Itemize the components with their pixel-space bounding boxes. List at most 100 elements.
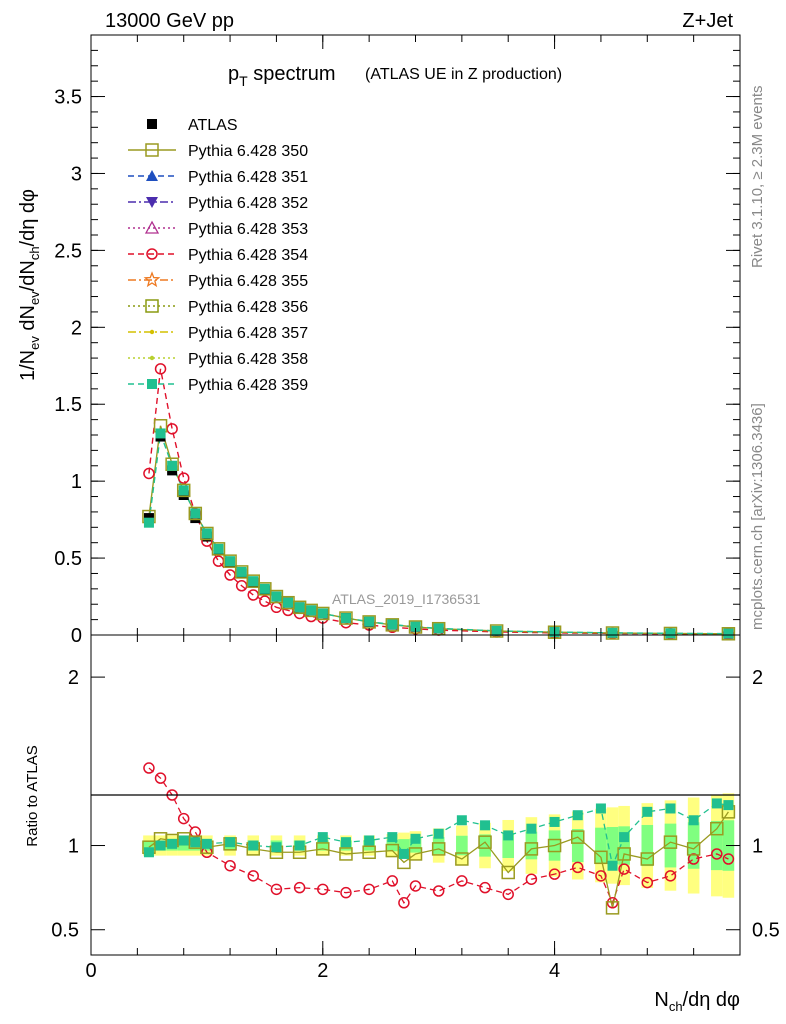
ratio-series-line (148, 767, 729, 905)
x-tick-label: 4 (549, 960, 560, 982)
main-data-point (387, 619, 398, 630)
ratio-data-point (525, 873, 538, 885)
ratio-data-point (526, 823, 537, 834)
ratio-data-point (686, 842, 701, 856)
ratio-data-point (317, 883, 329, 896)
ratio-data-point (340, 886, 352, 899)
main-data-point (188, 506, 203, 521)
ratio-data-point (247, 870, 259, 882)
title-main: p (228, 63, 239, 85)
ratio-data-point (293, 881, 306, 894)
main-data-point (178, 485, 189, 496)
main-data-point (721, 627, 736, 641)
ratio-data-point (711, 848, 723, 860)
chart-marks (142, 363, 736, 915)
ratio-data-point (431, 842, 446, 856)
ratio-data-point (271, 842, 282, 853)
legend-entry: Pythia 6.428 352 (128, 195, 308, 212)
ratio-inner-band (398, 839, 410, 852)
legend-entry: Pythia 6.428 353 (128, 220, 308, 238)
legend-entry: Pythia 6.428 355 (128, 271, 308, 290)
main-data-point (234, 565, 249, 579)
x-axis-label: Nch/dη dφ (654, 989, 740, 1014)
legend-label: Pythia 6.428 351 (188, 169, 308, 186)
main-data-point (143, 467, 155, 480)
ratio-data-point (398, 848, 409, 859)
legend-entry: Pythia 6.428 359 (128, 377, 308, 394)
main-data-point (340, 613, 351, 624)
ratio-y-tick-label: 0.5 (51, 920, 79, 942)
ratio-data-point (143, 847, 154, 858)
main-data-point (248, 576, 259, 587)
ratio-data-point (364, 835, 375, 846)
main-y-tick-label: 0 (71, 625, 82, 647)
ratio-data-point (480, 820, 491, 831)
ratio-data-point (572, 810, 583, 821)
ratio-data-point (710, 821, 724, 836)
ratio-data-point (408, 847, 423, 861)
ratio-inner-band (571, 829, 584, 863)
ratio-data-point (177, 812, 190, 825)
ratio-inner-band (143, 840, 155, 851)
ratio-data-point (154, 772, 167, 784)
ratio-y-tick-label-right: 2 (752, 667, 763, 689)
legend-entry: ATLAS (147, 117, 238, 134)
main-data-point (154, 363, 167, 375)
main-data-point (236, 566, 247, 577)
main-data-point (306, 605, 317, 616)
main-data-point (385, 618, 400, 632)
axis-ticks: 0 2 4 0 0.5 1 1.5 2 2.5 3 3.5 0.5 0.5 1 1 2 2 (51, 35, 780, 982)
ratio-data-point (339, 847, 353, 861)
ratio-data-point (316, 842, 330, 856)
legend-label: Pythia 6.428 359 (188, 377, 308, 394)
legend-marker (149, 355, 155, 361)
ratio-inner-band (618, 826, 630, 865)
legend-entry: Pythia 6.428 357 (128, 325, 308, 342)
ratio-data-point (723, 800, 734, 811)
ratio-inner-band (595, 827, 607, 864)
ratio-y-tick-label-right: 0.5 (752, 920, 780, 942)
main-data-point (225, 556, 236, 567)
ratio-data-point (619, 832, 630, 843)
ratio-data-point (398, 897, 410, 909)
legend-marker (143, 271, 161, 288)
main-data-point (317, 608, 328, 619)
ratio-data-point (501, 865, 515, 880)
ratio-data-point (524, 842, 539, 856)
legend-label: Pythia 6.428 354 (188, 247, 308, 264)
main-data-point (316, 606, 330, 621)
ratio-data-point (432, 885, 445, 897)
legend-marker (146, 248, 158, 260)
ratio-data-point (340, 837, 351, 848)
main-data-point (410, 621, 421, 632)
ratio-data-point (663, 835, 678, 849)
main-y-tick-label: 1.5 (54, 394, 82, 416)
ratio-data-point (201, 838, 212, 849)
legend-label: Pythia 6.428 352 (188, 195, 308, 212)
main-data-point (155, 428, 166, 439)
ratio-data-point (456, 875, 468, 887)
ratio-data-point (688, 815, 699, 826)
x-tick-label: 2 (317, 960, 328, 982)
ratio-data-point (571, 830, 585, 844)
main-data-point (176, 483, 191, 498)
plot-title: pT spectrum (228, 63, 336, 89)
ratio-inner-band (432, 837, 445, 854)
legend-marker (147, 379, 157, 389)
ratio-data-point (618, 863, 630, 875)
legend-marker (145, 143, 159, 157)
x-tick-label: 0 (85, 960, 96, 982)
legend-label: Pythia 6.428 356 (188, 299, 308, 316)
plot-title-paren: (ATLAS UE in Z production) (365, 66, 562, 83)
ratio-inner-band (479, 834, 491, 857)
main-data-point (143, 517, 154, 528)
title-rest: spectrum (248, 63, 336, 85)
ratio-data-point (549, 816, 560, 827)
legend-label: Pythia 6.428 358 (188, 351, 308, 368)
ratio-data-point (456, 815, 467, 826)
main-data-point (246, 574, 260, 588)
main-data-point (283, 597, 294, 608)
ratio-inner-band (386, 839, 399, 852)
ratio-data-point (363, 883, 375, 896)
